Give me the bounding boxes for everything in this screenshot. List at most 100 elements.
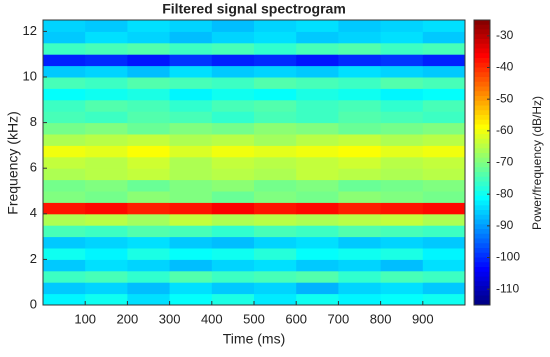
colorbar-swatch bbox=[474, 138, 490, 144]
heatmap-cell bbox=[254, 236, 297, 249]
x-tick-label: 900 bbox=[412, 311, 434, 326]
colorbar-swatch bbox=[474, 77, 490, 83]
heatmap-cell bbox=[169, 122, 213, 135]
heatmap-cell bbox=[169, 134, 213, 146]
colorbar-swatch bbox=[474, 100, 490, 106]
heatmap-cell bbox=[169, 202, 213, 215]
x-tick-label: 400 bbox=[201, 311, 223, 326]
heatmap-cell bbox=[422, 111, 466, 124]
heatmap-cell bbox=[254, 77, 297, 89]
heatmap-cell bbox=[169, 191, 213, 203]
heatmap-cell bbox=[211, 65, 255, 78]
heatmap-cell bbox=[422, 168, 466, 181]
x-tick-label: 500 bbox=[243, 311, 265, 326]
heatmap-cell bbox=[169, 282, 213, 295]
heatmap-cell bbox=[127, 248, 171, 260]
heatmap-cell bbox=[338, 282, 382, 295]
heatmap-cell bbox=[85, 42, 128, 55]
colorbar-swatch bbox=[474, 81, 490, 87]
heatmap-cell bbox=[43, 293, 86, 306]
heatmap-cell bbox=[43, 168, 86, 181]
heatmap-cell bbox=[85, 259, 128, 272]
heatmap-cell bbox=[85, 248, 128, 260]
heatmap-cell bbox=[380, 77, 424, 89]
heatmap-cell bbox=[254, 270, 297, 283]
colorbar-swatch bbox=[474, 34, 490, 40]
heatmap-cell bbox=[422, 65, 466, 78]
heatmap-cell bbox=[127, 77, 171, 89]
heatmap-cell bbox=[422, 134, 466, 146]
heatmap-cell bbox=[211, 236, 255, 249]
heatmap-cell bbox=[169, 168, 213, 181]
heatmap-cell bbox=[380, 293, 424, 306]
heatmap-cell bbox=[169, 88, 213, 101]
heatmap-cell bbox=[85, 156, 128, 169]
heatmap-cell bbox=[85, 191, 128, 203]
x-axis-label: Time (ms) bbox=[223, 331, 285, 347]
heatmap-cell bbox=[380, 111, 424, 124]
heatmap-cell bbox=[43, 77, 86, 89]
colorbar-swatch bbox=[474, 119, 490, 125]
heatmap-cell bbox=[169, 99, 213, 112]
colorbar-tick-label: -90 bbox=[496, 218, 514, 232]
colorbar-swatch bbox=[474, 176, 490, 182]
heatmap-cell bbox=[211, 145, 255, 158]
heatmap-cell bbox=[296, 248, 339, 260]
x-tick-label: 100 bbox=[74, 311, 96, 326]
heatmap-cell bbox=[169, 236, 213, 249]
heatmap-cell bbox=[127, 259, 171, 272]
heatmap-cell bbox=[422, 54, 466, 67]
heatmap-cell bbox=[211, 77, 255, 89]
heatmap-cell bbox=[338, 202, 382, 215]
heatmap-cell bbox=[296, 168, 339, 181]
colorbar-swatch bbox=[474, 271, 490, 277]
colorbar-swatch bbox=[474, 134, 490, 140]
heatmap-cell bbox=[338, 99, 382, 112]
heatmap-cell bbox=[422, 191, 466, 203]
heatmap-cell bbox=[254, 179, 297, 192]
heatmap-cell bbox=[338, 225, 382, 238]
heatmap-cell bbox=[211, 88, 255, 101]
heatmap-cell bbox=[422, 99, 466, 112]
y-tick-label: 6 bbox=[30, 160, 37, 175]
heatmap-cell bbox=[43, 134, 86, 146]
heatmap-cell bbox=[422, 293, 466, 306]
colorbar-label: Power/frequency (dB/Hz) bbox=[530, 96, 544, 230]
heatmap-cell bbox=[43, 65, 86, 78]
heatmap-cell bbox=[380, 179, 424, 192]
colorbar-swatch bbox=[474, 262, 490, 268]
colorbar-swatch bbox=[474, 195, 490, 201]
heatmap-cell bbox=[254, 88, 297, 101]
heatmap-cell bbox=[380, 213, 424, 226]
heatmap-cell bbox=[85, 293, 128, 306]
colorbar-tick-label: -50 bbox=[496, 91, 514, 105]
colorbar-swatch bbox=[474, 20, 490, 26]
heatmap-cell bbox=[338, 145, 382, 158]
heatmap-cell bbox=[422, 77, 466, 89]
heatmap-cell bbox=[43, 213, 86, 226]
heatmap-cell bbox=[43, 259, 86, 272]
heatmap-cell bbox=[422, 248, 466, 260]
heatmap-cell bbox=[254, 259, 297, 272]
heatmap-cell bbox=[422, 42, 466, 55]
heatmap-cell bbox=[422, 202, 466, 215]
colorbar-swatch bbox=[474, 214, 490, 220]
heatmap-cell bbox=[127, 88, 171, 101]
heatmap-cell bbox=[127, 111, 171, 124]
heatmap-cell bbox=[85, 77, 128, 89]
heatmap-cell bbox=[296, 20, 339, 32]
heatmap-cell bbox=[127, 145, 171, 158]
heatmap-cell bbox=[127, 99, 171, 112]
heatmap-cell bbox=[338, 77, 382, 89]
heatmap-cell bbox=[380, 31, 424, 44]
colorbar-swatch bbox=[474, 267, 490, 273]
heatmap-cell bbox=[338, 270, 382, 283]
heatmap-cell bbox=[254, 111, 297, 124]
heatmap-cell bbox=[43, 99, 86, 112]
heatmap-cell bbox=[85, 111, 128, 124]
colorbar-swatch bbox=[474, 53, 490, 59]
heatmap-cell bbox=[127, 270, 171, 283]
heatmap-cell bbox=[254, 191, 297, 203]
colorbar-swatch bbox=[474, 286, 490, 292]
heatmap-cell bbox=[85, 31, 128, 44]
